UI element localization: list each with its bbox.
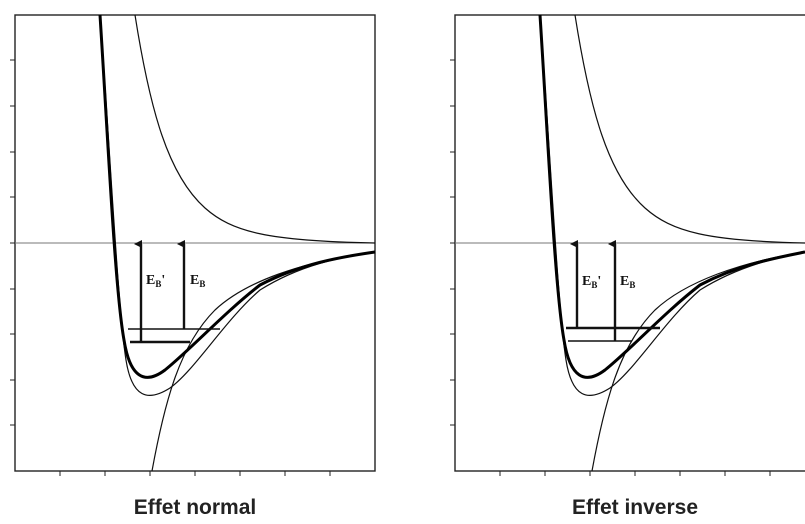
bold-potential-well	[538, 14, 805, 379]
label-eb-prime: EB'	[582, 274, 601, 290]
x-axis-ticks	[499, 471, 771, 476]
thin-potential-well	[539, 14, 805, 396]
caption-inverse-effect: Effet inverse	[571, 496, 699, 519]
bold-potential-well	[98, 14, 376, 379]
y-axis-ticks	[450, 59, 455, 426]
label-eb: EB	[190, 273, 205, 289]
panel-inverse-effect: EB' EB	[450, 14, 805, 476]
caption-normal-effect: Effet normal	[133, 496, 257, 519]
repulsive-curve	[134, 14, 376, 244]
label-eb: EB	[620, 274, 635, 290]
panel-normal-effect: EB' EB	[10, 14, 376, 476]
repulsive-curve	[574, 14, 805, 244]
y-axis-ticks	[10, 59, 15, 426]
x-axis-ticks	[59, 471, 331, 476]
label-eb-prime: EB'	[146, 273, 165, 289]
